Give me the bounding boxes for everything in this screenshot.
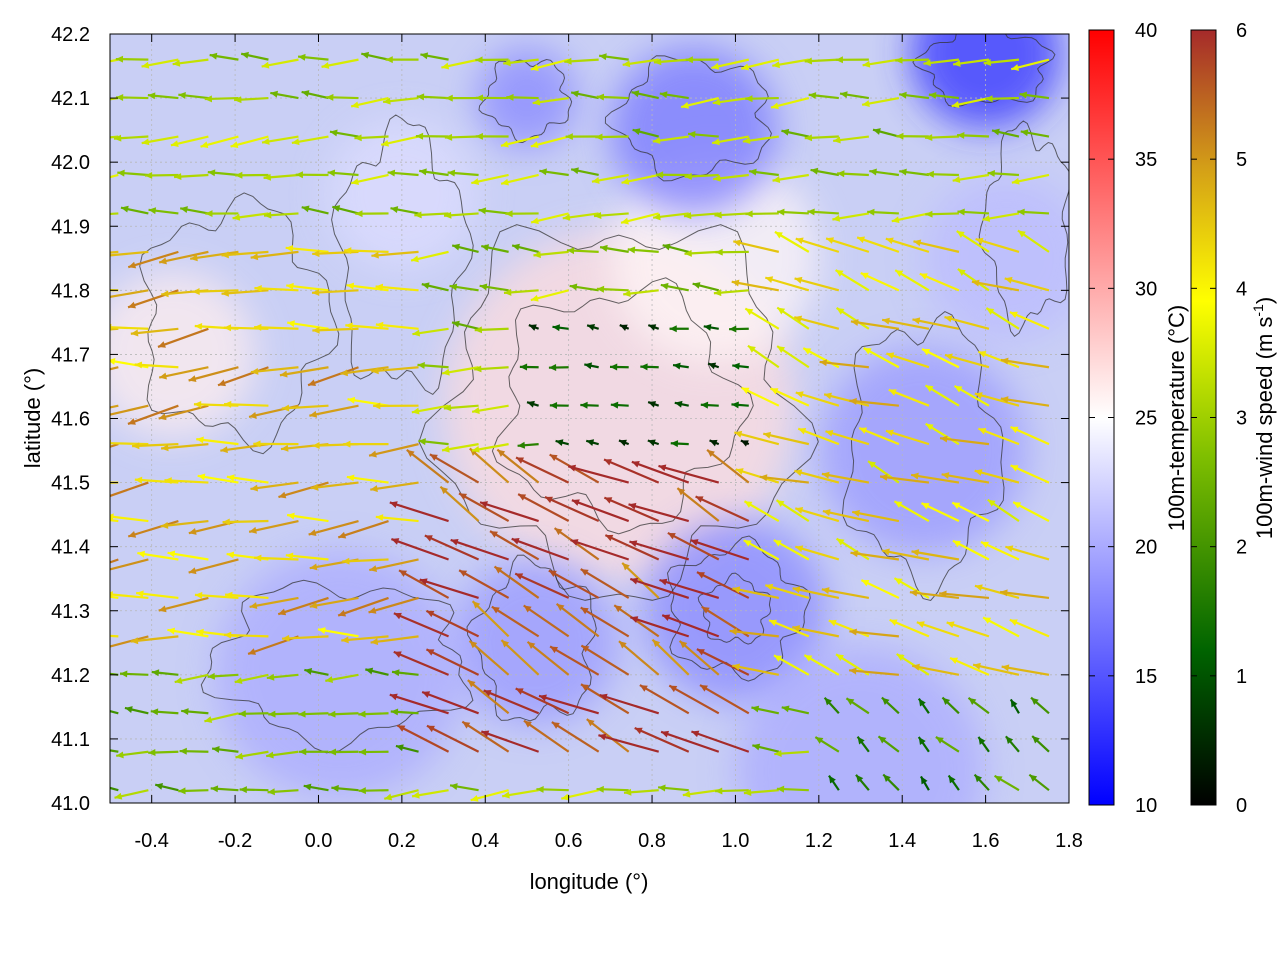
colorbar-tick-label: 1 [1236,666,1247,688]
y-tick-label: 41.6 [51,409,90,431]
y-tick-label: 41.2 [51,665,90,687]
wind-vector-head [96,783,104,790]
x-tick-label: 1.4 [888,830,916,852]
temperature-colorbar-label: 100m-temperature (°C) [1164,305,1189,531]
wind-colorbar-label-main: 100m-wind speed (m s [1252,317,1277,540]
x-tick-label: 0.2 [388,830,416,852]
x-tick-label: 1.6 [972,830,1000,852]
y-axis-label: latitude (°) [20,368,45,469]
wind-vector-head [69,374,77,381]
temperature-colorbar: 10 15 20 25 30 35 40 100m-temperature (°C) [1089,20,1189,817]
y-tick-label: 41.7 [51,344,90,366]
wind-vector-head [71,252,78,259]
wind-vector-head [81,62,89,69]
colorbar-tick-label: 30 [1135,278,1157,300]
colorbar-tick-label: 0 [1236,795,1247,817]
y-tick-label: 41.3 [51,601,90,623]
colorbar-tick-label: 15 [1135,666,1157,688]
y-tick-label: 41.9 [51,216,90,238]
wind-vector-head [99,644,107,651]
colorbar-tick-label: 25 [1135,408,1157,430]
plot-area [68,0,1090,896]
wind-colorbar-label: 100m-wind speed (m s-1) [1250,297,1277,539]
y-tick-label: 42.1 [51,88,90,110]
temperature-blob [452,559,619,726]
y-tick-label: 41.0 [51,793,90,815]
colorbar-tick-label: 4 [1236,278,1247,300]
y-tick-label: 41.1 [51,729,90,751]
x-tick-label: 1.0 [722,830,750,852]
x-axis-label: longitude (°) [530,869,649,894]
x-tick-label: 0.6 [555,830,583,852]
y-tick-label: 42.0 [51,152,90,174]
colorbar-tick-label: 20 [1135,537,1157,559]
y-tick-label: 41.5 [51,473,90,495]
wind-vector-head [99,412,107,419]
colorbar-tick-label: 10 [1135,795,1157,817]
colorbar-tick-label: 40 [1135,20,1157,42]
wind-vector-head [93,745,101,752]
wind-vector-head [101,252,108,259]
wind-vector-head [81,179,89,186]
y-tick-label: 41.4 [51,537,90,559]
wind-vector-head [105,591,112,598]
wind-speed-colorbar: 0 1 2 3 4 5 6 100m-wind speed (m s-1) [1191,20,1277,817]
wind-vector-head [99,567,107,574]
y-tick-label: 42.2 [51,24,90,46]
colorbar-tick-label: 5 [1236,149,1247,171]
wind-vector-head [96,706,104,713]
wind-vector-head [68,455,76,462]
temperature-blob [819,346,1027,554]
wind-vector-head [77,589,85,596]
wind-colorbar-label-close: ) [1252,297,1277,304]
colorbar-tick-label: 35 [1135,149,1157,171]
wind-vector-head [100,294,108,301]
wind-vector-head [76,514,84,521]
wind-vector-head [92,669,100,676]
colorbar-tick-label: 3 [1236,408,1247,430]
x-tick-label: 0.4 [471,830,499,852]
colorbar-tick-label: 2 [1236,537,1247,559]
wind-colorbar-label-superscript: -1 [1250,304,1266,317]
x-tick-label: 0.0 [305,830,333,852]
wind-vector-head [75,631,82,638]
wind-vector-head [98,494,106,501]
x-tick-label: 0.8 [638,830,666,852]
x-tick-label: -0.2 [218,830,252,852]
y-tick-label: 41.8 [51,280,90,302]
wind-vector-head [83,136,91,143]
x-tick-label: 1.8 [1055,830,1083,852]
wind-vector-head [68,571,76,578]
x-tick-label: -0.4 [134,830,168,852]
temperature-blob [735,646,985,896]
x-tick-label: 1.2 [805,830,833,852]
wind-vector-head [71,328,78,335]
colorbar-tick-label: 6 [1236,20,1247,42]
